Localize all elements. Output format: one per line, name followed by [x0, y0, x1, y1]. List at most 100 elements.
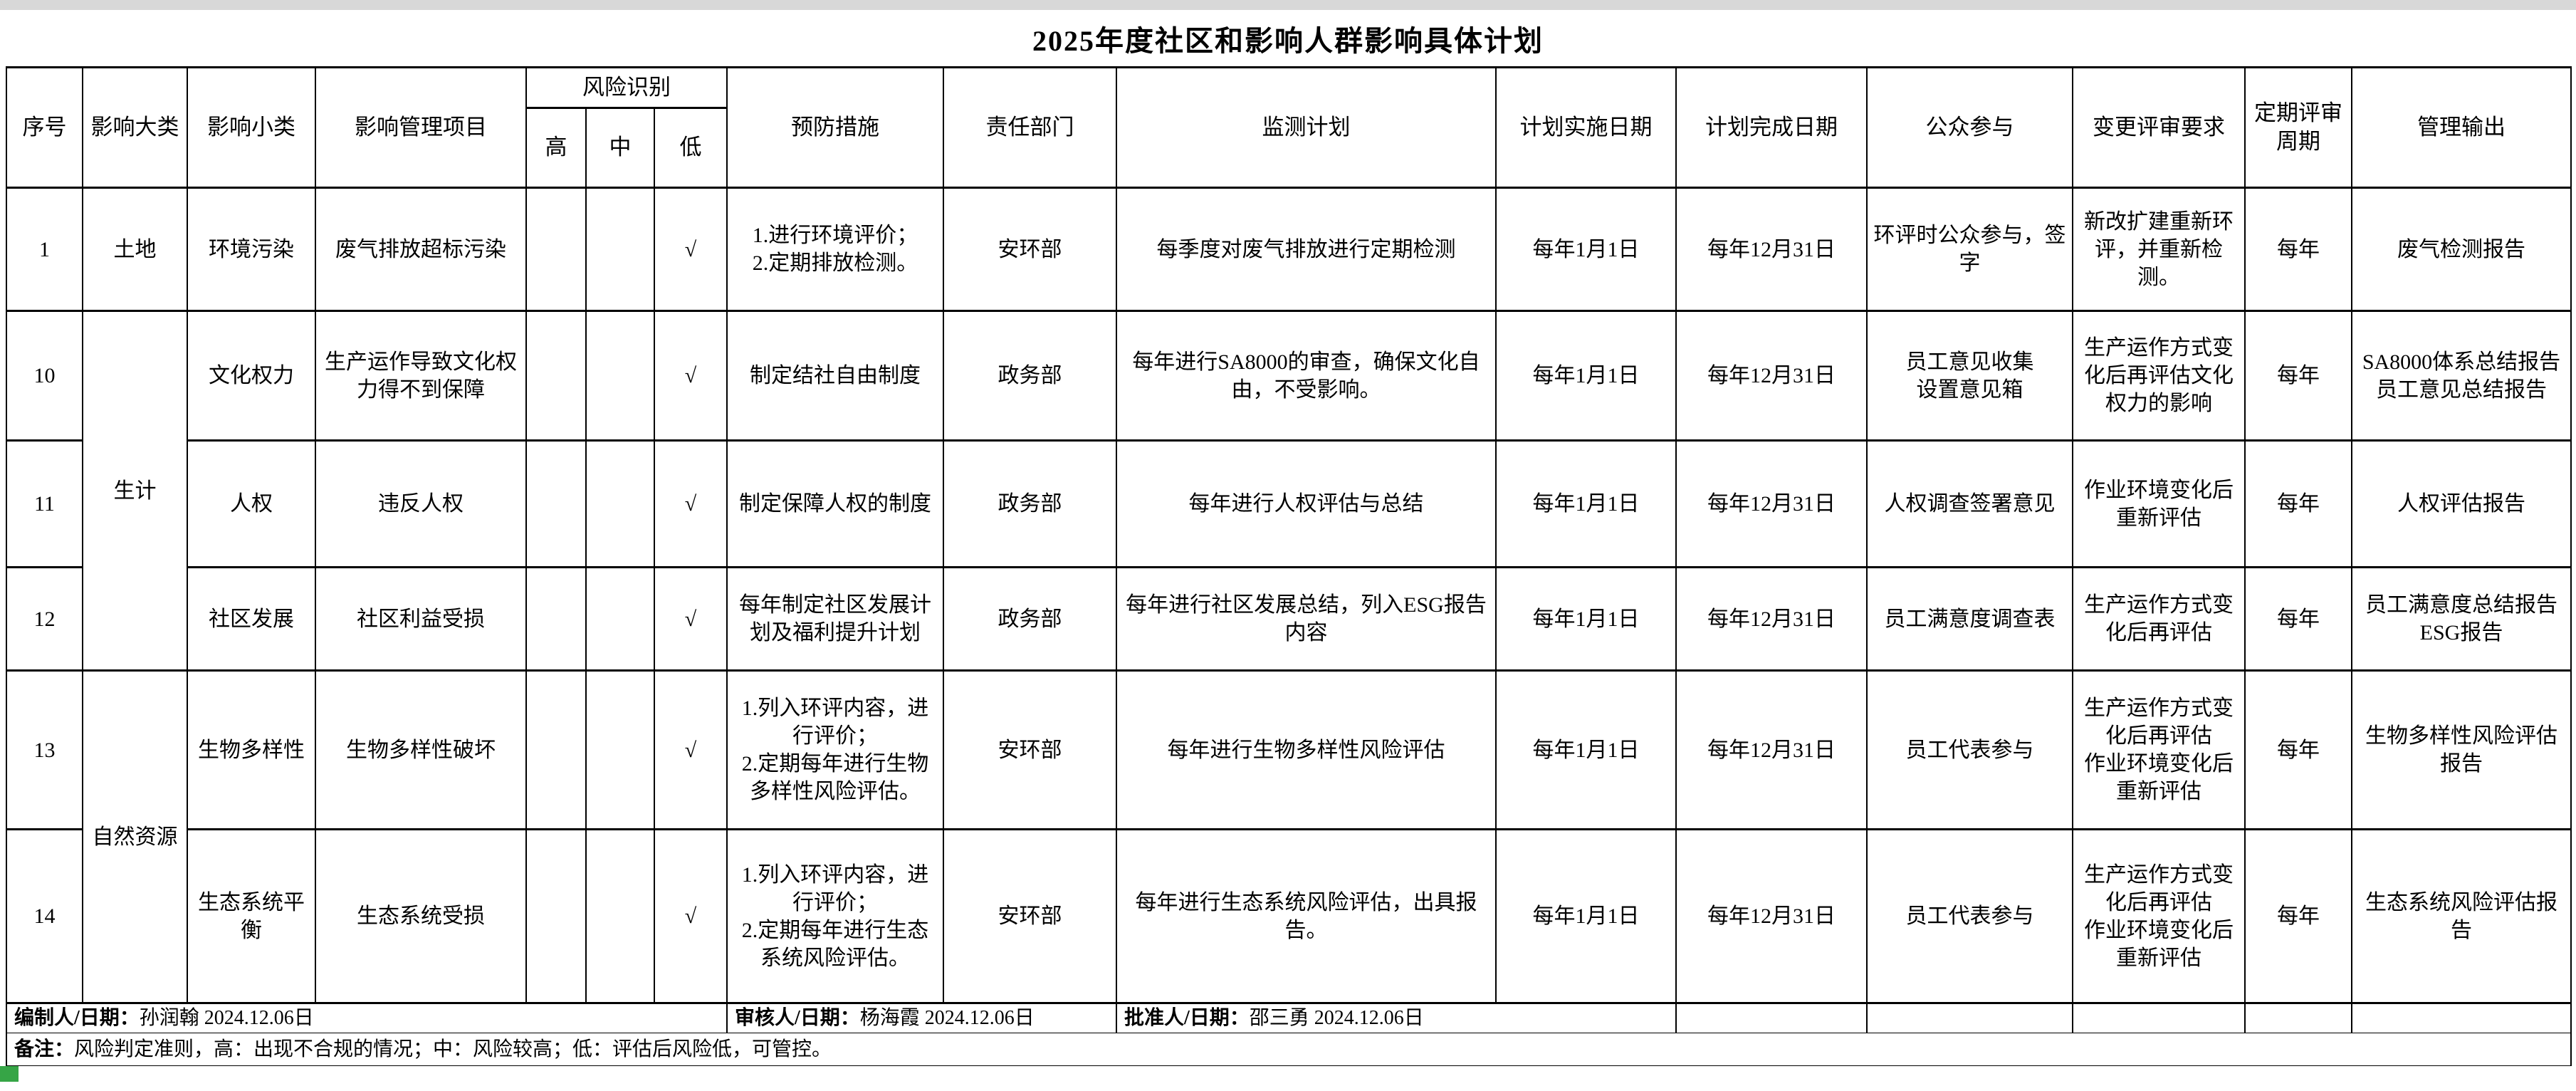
- item-cell[interactable]: 废气排放超标污染: [315, 187, 527, 312]
- col-header-category[interactable]: 影响大类: [82, 66, 188, 189]
- col-header-start-date[interactable]: 计划实施日期: [1495, 66, 1677, 189]
- prevention-cell[interactable]: 制定保障人权的制度: [726, 439, 944, 568]
- start-date-cell[interactable]: 每年1月1日: [1495, 566, 1677, 672]
- risk-mid-cell[interactable]: [585, 566, 655, 672]
- col-header-risk-mid[interactable]: 中: [585, 107, 655, 189]
- review-cycle-cell[interactable]: 每年: [2244, 566, 2352, 672]
- department-cell[interactable]: 安环部: [943, 669, 1117, 830]
- monitoring-cell[interactable]: 每季度对废气排放进行定期检测: [1116, 187, 1497, 312]
- prevention-cell[interactable]: 每年制定社区发展计划及福利提升计划: [726, 566, 944, 672]
- col-header-end-date[interactable]: 计划完成日期: [1675, 66, 1868, 189]
- subcategory-cell[interactable]: 环境污染: [187, 187, 316, 312]
- risk-mid-cell[interactable]: [585, 187, 655, 312]
- col-header-seq[interactable]: 序号: [6, 66, 83, 189]
- category-cell[interactable]: 土地: [82, 187, 188, 312]
- subcategory-cell[interactable]: 文化权力: [187, 310, 316, 442]
- public-cell[interactable]: 人权调查签署意见: [1866, 439, 2073, 568]
- output-cell[interactable]: 废气检测报告: [2351, 187, 2572, 312]
- output-cell[interactable]: 员工满意度总结报告 ESG报告: [2351, 566, 2572, 672]
- public-cell[interactable]: 员工代表参与: [1866, 828, 2073, 1004]
- review-cycle-cell[interactable]: 每年: [2244, 310, 2352, 442]
- empty-cell[interactable]: [1866, 1002, 2073, 1034]
- monitoring-cell[interactable]: 每年进行生态系统风险评估，出具报告。: [1116, 828, 1497, 1004]
- seq-cell[interactable]: 1: [6, 187, 83, 312]
- review-cycle-cell[interactable]: 每年: [2244, 439, 2352, 568]
- approved-by-cell[interactable]: 批准人/日期：邵三勇 2024.12.06日: [1116, 1002, 1677, 1034]
- col-header-public[interactable]: 公众参与: [1866, 66, 2073, 189]
- col-header-department[interactable]: 责任部门: [943, 66, 1117, 189]
- end-date-cell[interactable]: 每年12月31日: [1675, 669, 1868, 830]
- public-cell[interactable]: 员工代表参与: [1866, 669, 2073, 830]
- risk-high-cell[interactable]: [525, 187, 587, 312]
- start-date-cell[interactable]: 每年1月1日: [1495, 310, 1677, 442]
- seq-cell[interactable]: 12: [6, 566, 83, 672]
- risk-low-cell[interactable]: √: [654, 310, 728, 442]
- change-review-cell[interactable]: 生产运作方式变化后再评估 作业环境变化后重新评估: [2072, 669, 2246, 830]
- department-cell[interactable]: 政务部: [943, 439, 1117, 568]
- reviewed-by-cell[interactable]: 审核人/日期：杨海霞 2024.12.06日: [726, 1002, 1117, 1034]
- department-cell[interactable]: 安环部: [943, 828, 1117, 1004]
- risk-mid-cell[interactable]: [585, 439, 655, 568]
- risk-mid-cell[interactable]: [585, 828, 655, 1004]
- change-review-cell[interactable]: 新改扩建重新环评，并重新检测。: [2072, 187, 2246, 312]
- start-date-cell[interactable]: 每年1月1日: [1495, 669, 1677, 830]
- empty-cell[interactable]: [2072, 1002, 2246, 1034]
- review-cycle-cell[interactable]: 每年: [2244, 828, 2352, 1004]
- risk-high-cell[interactable]: [525, 669, 587, 830]
- subcategory-cell[interactable]: 生态系统平衡: [187, 828, 316, 1004]
- item-cell[interactable]: 生物多样性破坏: [315, 669, 527, 830]
- output-cell[interactable]: SA8000体系总结报告 员工意见总结报告: [2351, 310, 2572, 442]
- department-cell[interactable]: 政务部: [943, 310, 1117, 442]
- output-cell[interactable]: 生物多样性风险评估报告: [2351, 669, 2572, 830]
- risk-low-cell[interactable]: √: [654, 828, 728, 1004]
- col-header-risk-high[interactable]: 高: [525, 107, 587, 189]
- start-date-cell[interactable]: 每年1月1日: [1495, 187, 1677, 312]
- risk-low-cell[interactable]: √: [654, 669, 728, 830]
- subcategory-cell[interactable]: 社区发展: [187, 566, 316, 672]
- prevention-cell[interactable]: 1.列入环评内容，进 行评价； 2.定期每年进行生态 系统风险评估。: [726, 828, 944, 1004]
- review-cycle-cell[interactable]: 每年: [2244, 669, 2352, 830]
- risk-high-cell[interactable]: [525, 439, 587, 568]
- risk-low-cell[interactable]: √: [654, 566, 728, 672]
- col-header-prevention[interactable]: 预防措施: [726, 66, 944, 189]
- item-cell[interactable]: 生态系统受损: [315, 828, 527, 1004]
- subcategory-cell[interactable]: 人权: [187, 439, 316, 568]
- start-date-cell[interactable]: 每年1月1日: [1495, 828, 1677, 1004]
- change-review-cell[interactable]: 生产运作方式变化后再评估: [2072, 566, 2246, 672]
- col-header-output[interactable]: 管理输出: [2351, 66, 2572, 189]
- item-cell[interactable]: 社区利益受损: [315, 566, 527, 672]
- empty-cell[interactable]: [1675, 1002, 1868, 1034]
- end-date-cell[interactable]: 每年12月31日: [1675, 187, 1868, 312]
- risk-low-cell[interactable]: √: [654, 187, 728, 312]
- review-cycle-cell[interactable]: 每年: [2244, 187, 2352, 312]
- end-date-cell[interactable]: 每年12月31日: [1675, 439, 1868, 568]
- department-cell[interactable]: 政务部: [943, 566, 1117, 672]
- seq-cell[interactable]: 13: [6, 669, 83, 830]
- col-header-risk-group[interactable]: 风险识别: [525, 66, 728, 109]
- col-header-item[interactable]: 影响管理项目: [315, 66, 527, 189]
- risk-mid-cell[interactable]: [585, 669, 655, 830]
- col-header-monitoring[interactable]: 监测计划: [1116, 66, 1497, 189]
- item-cell[interactable]: 生产运作导致文化权力得不到保障: [315, 310, 527, 442]
- monitoring-cell[interactable]: 每年进行SA8000的审查，确保文化自由，不受影响。: [1116, 310, 1497, 442]
- col-header-subcategory[interactable]: 影响小类: [187, 66, 316, 189]
- prevention-cell[interactable]: 制定结社自由制度: [726, 310, 944, 442]
- prevention-cell[interactable]: 1.进行环境评价； 2.定期排放检测。: [726, 187, 944, 312]
- risk-high-cell[interactable]: [525, 310, 587, 442]
- risk-low-cell[interactable]: √: [654, 439, 728, 568]
- col-header-risk-low[interactable]: 低: [654, 107, 728, 189]
- change-review-cell[interactable]: 作业环境变化后重新评估: [2072, 439, 2246, 568]
- seq-cell[interactable]: 11: [6, 439, 83, 568]
- risk-high-cell[interactable]: [525, 828, 587, 1004]
- end-date-cell[interactable]: 每年12月31日: [1675, 310, 1868, 442]
- change-review-cell[interactable]: 生产运作方式变化后再评估 作业环境变化后重新评估: [2072, 828, 2246, 1004]
- public-cell[interactable]: 员工意见收集 设置意见箱: [1866, 310, 2073, 442]
- output-cell[interactable]: 人权评估报告: [2351, 439, 2572, 568]
- empty-cell[interactable]: [2351, 1002, 2572, 1034]
- note-cell[interactable]: 备注：风险判定准则，高：出现不合规的情况；中：风险较高；低：评估后风险低，可管控…: [6, 1033, 2572, 1067]
- risk-mid-cell[interactable]: [585, 310, 655, 442]
- category-cell[interactable]: 自然资源: [82, 669, 188, 1004]
- public-cell[interactable]: 环评时公众参与，签字: [1866, 187, 2073, 312]
- output-cell[interactable]: 生态系统风险评估报告: [2351, 828, 2572, 1004]
- seq-cell[interactable]: 10: [6, 310, 83, 442]
